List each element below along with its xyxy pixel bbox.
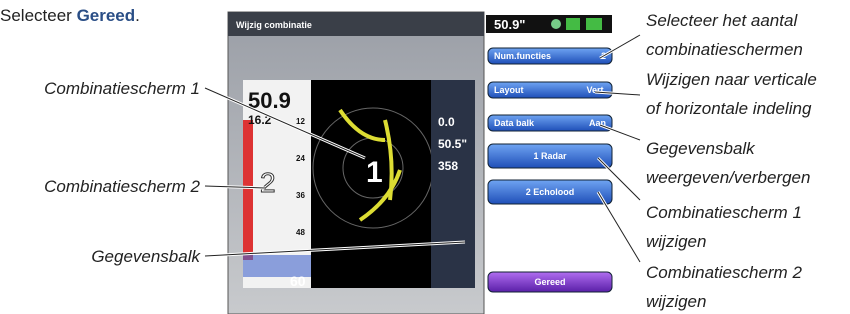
button-label: Data balk — [494, 118, 535, 128]
callout: weergeven/verbergen — [646, 168, 810, 187]
callout: combinatieschermen — [646, 40, 803, 59]
signal-icon — [566, 18, 580, 30]
depth-scale: 36 — [296, 191, 305, 200]
signal-icon — [586, 18, 602, 30]
callout: of horizontale indeling — [646, 99, 812, 118]
data-bar — [431, 80, 475, 288]
figure: Wijzig combinatie 50.9" 50.916.221224364… — [0, 0, 850, 314]
callout: Wijzigen naar verticale — [646, 70, 817, 89]
callout: Gegevensbalk — [646, 139, 756, 158]
status-value: 50.9" — [494, 17, 525, 32]
callout: wijzigen — [646, 232, 706, 251]
data-field: 50.5" — [438, 137, 467, 151]
callout: Selecteer het aantal — [646, 11, 798, 30]
button-label: Num.functies — [494, 51, 551, 61]
depth-scale: 48 — [296, 228, 305, 237]
callout: Combinatiescherm 1 — [646, 203, 802, 222]
page: Selecteer Gereed. Wijzig combinatie 50.9… — [0, 0, 850, 314]
button-label: Gereed — [534, 277, 565, 287]
data-field: 0.0 — [438, 115, 455, 129]
callout: Combinatiescherm 1 — [44, 79, 200, 98]
button-label: Layout — [494, 85, 524, 95]
callout: Combinatiescherm 2 — [44, 177, 200, 196]
data-field: 358 — [438, 159, 458, 173]
callout: Gegevensbalk — [91, 247, 201, 266]
depth-scale: 24 — [296, 154, 305, 163]
callout: Combinatiescherm 2 — [646, 263, 802, 282]
callout: wijzigen — [646, 292, 706, 311]
sonar-bottom-value: 60 — [290, 273, 306, 289]
depth-scale: 12 — [296, 117, 305, 126]
gps-icon — [551, 19, 561, 29]
sonar-return — [243, 120, 253, 260]
screen-title: Wijzig combinatie — [236, 20, 312, 30]
pane-number: 1 — [366, 156, 383, 189]
button-label: 2 Echolood — [526, 187, 575, 197]
button-label: 1 Radar — [533, 151, 567, 161]
pane-number: 2 — [260, 167, 276, 198]
